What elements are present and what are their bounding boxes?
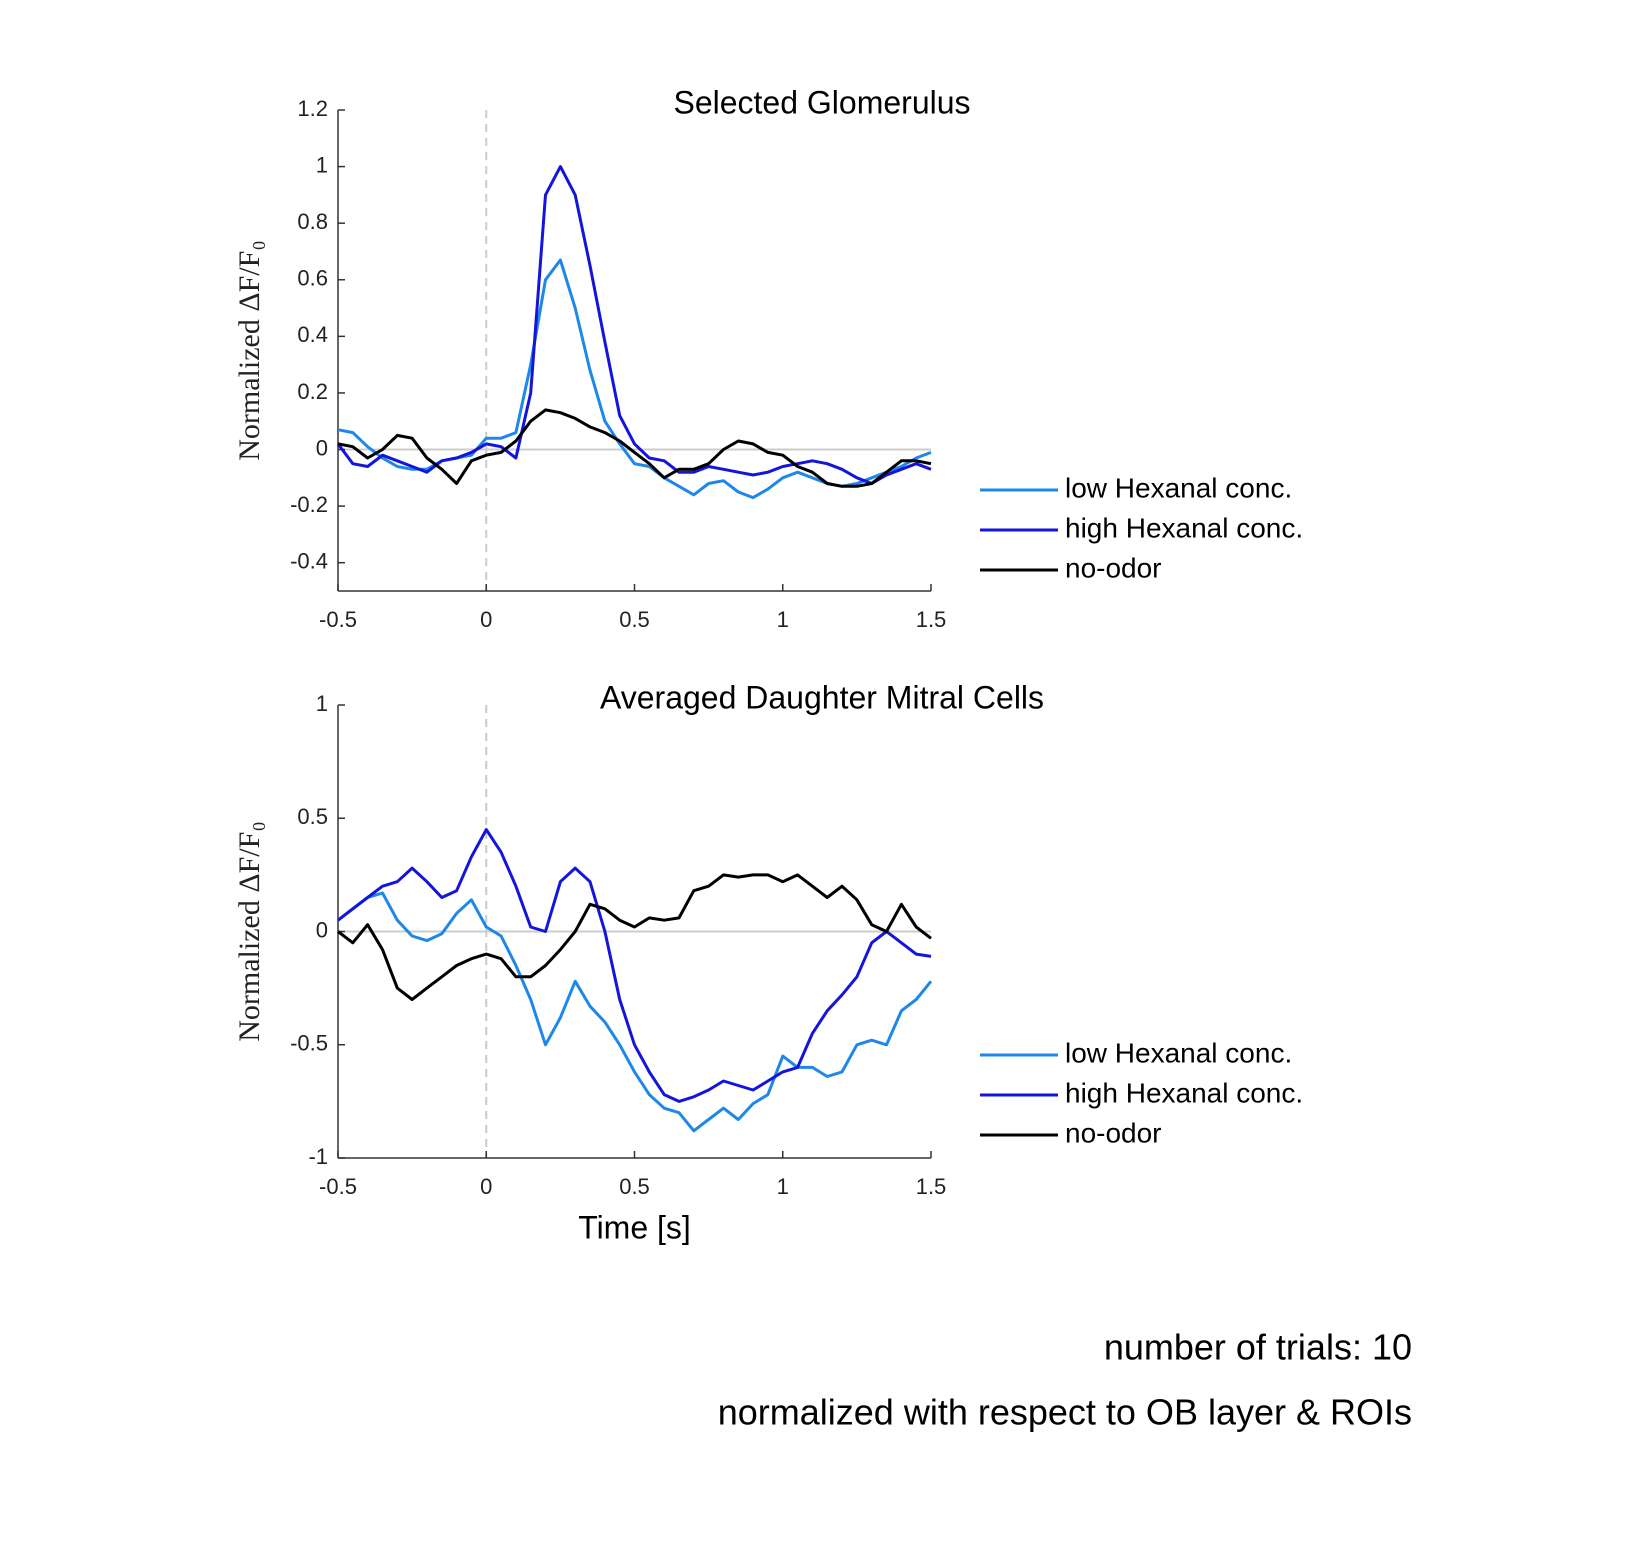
y-tick-label: 0.6 bbox=[297, 266, 328, 291]
series-line bbox=[337, 258, 932, 500]
y-tick-label: -0.4 bbox=[290, 549, 328, 574]
x-tick-label: -0.5 bbox=[319, 607, 357, 632]
x-tick-label: 1.5 bbox=[916, 1174, 947, 1199]
legend-label: high Hexanal conc. bbox=[1065, 512, 1303, 543]
chart-title: Selected Glomerulus bbox=[673, 84, 970, 120]
chart-title: Averaged Daughter Mitral Cells bbox=[600, 679, 1044, 715]
x-tick-label: 1 bbox=[777, 1174, 789, 1199]
y-tick-label: -0.5 bbox=[290, 1031, 328, 1056]
x-tick-label: -0.5 bbox=[319, 1174, 357, 1199]
series-line bbox=[337, 408, 932, 488]
legend-label: high Hexanal conc. bbox=[1065, 1077, 1303, 1108]
series-line bbox=[337, 873, 932, 1001]
legend-label: low Hexanal conc. bbox=[1065, 1037, 1292, 1068]
legend-label: no-odor bbox=[1065, 1117, 1162, 1148]
y-tick-label: 1 bbox=[316, 691, 328, 716]
y-tick-label: 0.4 bbox=[297, 322, 328, 347]
y-tick-label: 0.8 bbox=[297, 209, 328, 234]
y-tick-label: 1.2 bbox=[297, 96, 328, 121]
y-tick-label: 0 bbox=[316, 435, 328, 460]
y-axis-label: Normalized ΔF/F₀ bbox=[233, 821, 266, 1042]
y-tick-label: 0.2 bbox=[297, 379, 328, 404]
series-line bbox=[337, 891, 933, 1133]
y-tick-label: -1 bbox=[308, 1144, 328, 1169]
y-axis-label: Normalized ΔF/F₀ bbox=[233, 240, 266, 461]
legend-label: no-odor bbox=[1065, 552, 1162, 583]
note: number of trials: 10 bbox=[1104, 1327, 1412, 1368]
x-tick-label: 0 bbox=[480, 607, 492, 632]
x-tick-label: 0.5 bbox=[619, 607, 650, 632]
x-axis-label: Time [s] bbox=[578, 1209, 691, 1245]
y-tick-label: 1 bbox=[316, 152, 328, 177]
x-tick-label: 1 bbox=[777, 607, 789, 632]
series-line bbox=[337, 828, 932, 1103]
note: normalized with respect to OB layer & RO… bbox=[718, 1392, 1412, 1433]
y-tick-label: 0.5 bbox=[297, 804, 328, 829]
x-tick-label: 1.5 bbox=[916, 607, 947, 632]
x-tick-label: 0.5 bbox=[619, 1174, 650, 1199]
x-tick-label: 0 bbox=[480, 1174, 492, 1199]
series-line bbox=[336, 165, 932, 485]
legend-label: low Hexanal conc. bbox=[1065, 472, 1292, 503]
y-tick-label: -0.2 bbox=[290, 492, 328, 517]
y-tick-label: 0 bbox=[316, 917, 328, 942]
